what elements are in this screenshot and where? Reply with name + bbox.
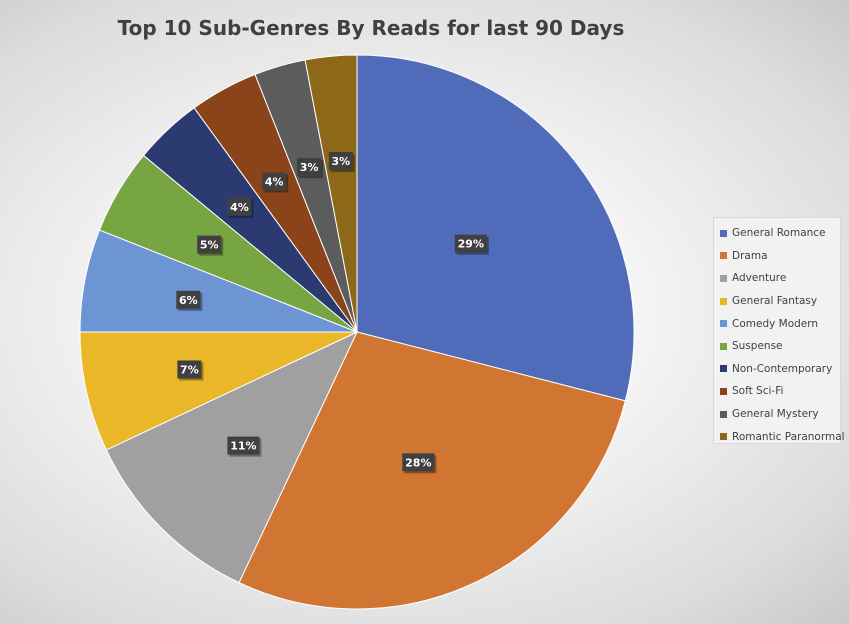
svg-text:11%: 11%: [230, 440, 256, 453]
svg-text:28%: 28%: [405, 456, 431, 469]
legend-label: Romantic Paranormal: [732, 430, 845, 443]
legend-item-suspense: Suspense: [720, 335, 840, 358]
pie-slice-general-fantasy: [79, 331, 358, 451]
legend-swatch: [720, 320, 727, 328]
legend-label: Adventure: [732, 272, 787, 285]
legend-item-soft-sci-fi: Soft Sci-Fi: [720, 380, 840, 403]
legend-swatch: [720, 433, 727, 441]
pie-slice-romantic-paranormal: [304, 54, 358, 333]
data-label-non-contemporary: 4%: [227, 197, 254, 218]
chart-legend: General Romance Drama Adventure General Fan…: [713, 217, 845, 444]
legend-label: Comedy Modern: [732, 317, 819, 330]
legend-swatch: [720, 229, 727, 237]
svg-text:7%: 7%: [180, 363, 199, 376]
legend-item-drama: Drama: [720, 245, 840, 268]
legend-swatch: [720, 387, 727, 395]
svg-text:4%: 4%: [230, 201, 249, 214]
legend-swatch: [720, 410, 727, 418]
svg-text:3%: 3%: [300, 161, 319, 174]
legend-label: Non-Contemporary: [732, 362, 833, 375]
legend-label: General Mystery: [732, 408, 819, 421]
legend-label: Soft Sci-Fi: [732, 385, 784, 398]
pie-slice-adventure: [105, 330, 359, 584]
legend-item-non-contemporary: Non-Contemporary: [720, 358, 840, 381]
legend-item-romantic-paranormal: Romantic Paranormal: [720, 425, 845, 448]
data-label-comedy-modern: 6%: [176, 290, 203, 311]
svg-text:3%: 3%: [331, 155, 350, 168]
svg-text:5%: 5%: [200, 239, 219, 252]
data-label-soft-sci-fi: 4%: [262, 172, 289, 193]
data-label-drama: 28%: [402, 453, 437, 474]
svg-text:29%: 29%: [458, 238, 484, 251]
legend-item-general-mystery: General Mystery: [720, 403, 840, 426]
legend-label: General Romance: [732, 227, 826, 240]
legend-swatch: [720, 342, 727, 350]
legend-item-adventure: Adventure: [720, 267, 840, 290]
data-label-adventure: 11%: [227, 436, 262, 457]
legend-swatch: [720, 274, 727, 282]
legend-label: General Fantasy: [732, 295, 818, 308]
data-label-general-fantasy: 7%: [177, 360, 204, 381]
data-label-general-mystery: 3%: [297, 158, 324, 179]
legend-item-general-fantasy: General Fantasy: [720, 290, 840, 313]
legend-swatch: [720, 252, 727, 260]
legend-item-general-romance: General Romance: [720, 222, 840, 245]
svg-text:4%: 4%: [265, 176, 284, 189]
legend-label: Drama: [732, 249, 768, 262]
data-label-romantic-paranormal: 3%: [328, 152, 355, 173]
legend-swatch: [720, 365, 727, 373]
legend-swatch: [720, 297, 727, 305]
chart-title: Top 10 Sub-Genres By Reads for last 90 D…: [117, 16, 625, 40]
svg-text:6%: 6%: [179, 294, 198, 307]
legend-label: Suspense: [732, 340, 783, 353]
data-label-general-romance: 29%: [454, 234, 489, 255]
data-label-suspense: 5%: [197, 235, 224, 256]
pie-slice-general-romance: [356, 54, 635, 402]
legend-item-comedy-modern: Comedy Modern: [720, 312, 840, 335]
